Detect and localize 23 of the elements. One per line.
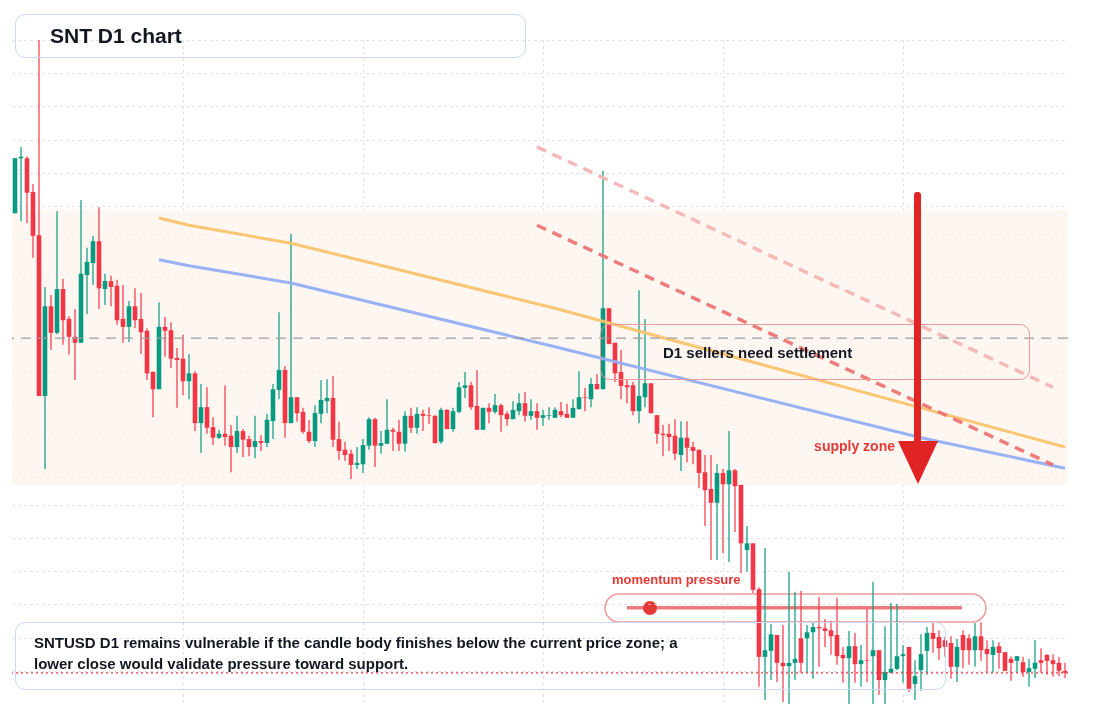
candlestick [378,430,384,455]
candlestick [492,393,498,415]
annotation: SNTUSD D1 remains vulnerable if the candle body finishes below the current price zone; a lower close would validate pressure toward support. [34,633,679,674]
candlestick [240,428,246,458]
candlestick [744,525,750,573]
chart-title: SNT D1 chart [15,14,526,58]
candlestick [996,641,1002,670]
band-label: supply zone [814,437,896,454]
candlestick [522,391,528,423]
candlestick [1014,655,1020,674]
candlestick [762,547,768,701]
candlestick [582,387,588,412]
candlestick [822,618,828,648]
candlestick [528,398,534,421]
candlestick [894,603,900,671]
annotation: momentum pressure [612,572,741,587]
candlestick [210,416,216,446]
candlestick [540,409,546,427]
candlestick [534,402,540,431]
candlestick [546,406,552,421]
candlestick [426,406,432,425]
annotation: D1 sellers need settlement [600,324,1030,380]
candlestick [462,371,468,399]
